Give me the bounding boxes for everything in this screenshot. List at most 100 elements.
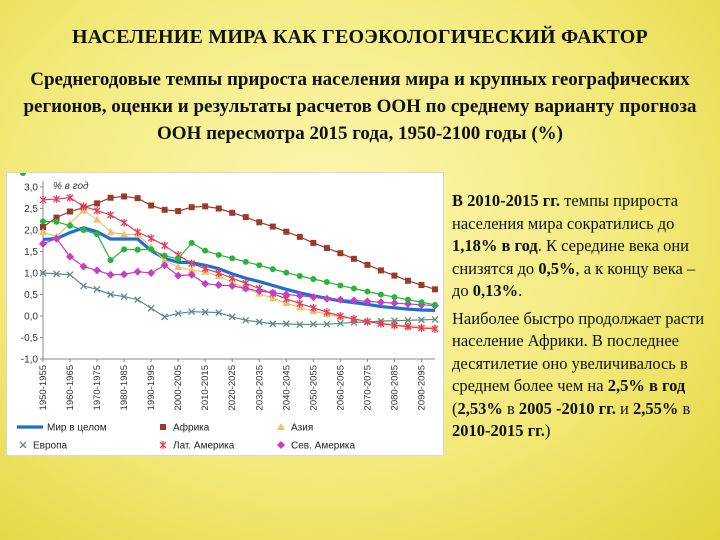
- data-point: [174, 262, 183, 270]
- data-point: [350, 255, 357, 262]
- data-point: [80, 282, 88, 290]
- text-period: В 2010-2015 гг.: [452, 191, 560, 210]
- series-мир-в-целом: [42, 226, 436, 313]
- text-africa-rate: 2,5% в год: [607, 376, 686, 395]
- data-point: [107, 194, 114, 201]
- y-tick-label: 3,0: [24, 183, 38, 194]
- series-африка: [40, 193, 438, 293]
- y-tick-label: 1,5: [24, 247, 38, 258]
- commentary-paragraph-1: В 2010-2015 гг. темпы прироста населения…: [452, 190, 714, 303]
- data-point: [201, 279, 210, 288]
- data-point: [337, 250, 344, 257]
- text-fragment: в: [502, 398, 519, 418]
- text-fragment: (: [452, 398, 458, 418]
- data-point: [39, 239, 47, 248]
- legend-swatch: [277, 441, 285, 449]
- data-point: [107, 291, 115, 298]
- data-point: [134, 195, 141, 202]
- data-point: [350, 285, 357, 292]
- data-point: [391, 272, 398, 279]
- text-fragment: в: [678, 398, 691, 418]
- data-point: [296, 321, 304, 329]
- data-point: [53, 195, 60, 204]
- data-point: [214, 281, 223, 290]
- data-point: [310, 239, 317, 246]
- data-point: [106, 270, 115, 279]
- data-point: [404, 316, 412, 324]
- data-point: [432, 286, 438, 293]
- data-point: [160, 261, 169, 270]
- data-point: [66, 252, 75, 261]
- data-point: [337, 282, 344, 289]
- data-point: [363, 297, 372, 306]
- data-point: [93, 285, 101, 293]
- data-point: [242, 258, 249, 265]
- text-rate-2005: 2,53%: [457, 398, 503, 418]
- data-point: [255, 287, 264, 296]
- x-tick-label: 2040-2045: [281, 365, 292, 410]
- data-point: [403, 299, 412, 308]
- data-point: [432, 301, 438, 308]
- data-point: [323, 279, 330, 286]
- data-point: [363, 317, 371, 326]
- data-point: [120, 230, 129, 238]
- data-point: [188, 204, 195, 211]
- data-point: [404, 296, 411, 303]
- series-line: [42, 197, 436, 330]
- data-point: [310, 276, 317, 283]
- data-point: [93, 215, 102, 223]
- data-point: [323, 245, 330, 252]
- data-point: [40, 223, 46, 230]
- data-point: [93, 206, 101, 215]
- legend-item: Лат. Америка: [159, 441, 235, 452]
- text-fragment: . К середине века они снизятся до: [452, 236, 689, 278]
- data-point: [40, 218, 46, 225]
- data-point: [147, 234, 155, 243]
- data-point: [39, 269, 47, 277]
- x-tick-label: 1960-1965: [65, 365, 76, 410]
- data-point: [161, 313, 169, 321]
- data-point: [418, 324, 425, 333]
- y-tick-label: -0,5: [21, 333, 39, 344]
- data-point: [296, 299, 304, 308]
- x-tick-label: 2080-2085: [389, 365, 400, 410]
- data-point: [39, 195, 47, 204]
- data-point: [376, 298, 385, 307]
- legend-item: Сев. Америка: [277, 441, 356, 452]
- x-tick-label: 2060-2065: [335, 365, 346, 410]
- data-point: [134, 228, 142, 237]
- data-point: [323, 320, 331, 328]
- legend-label: Африка: [173, 422, 210, 434]
- x-tick-label: 2000-2005: [173, 365, 184, 410]
- series-европа: [39, 269, 439, 329]
- data-point: [242, 316, 250, 324]
- data-point: [52, 234, 61, 243]
- data-point: [188, 259, 196, 268]
- text-period-2005: 2005 -2010 гг.: [518, 398, 616, 418]
- data-point: [241, 284, 250, 293]
- data-point: [418, 282, 425, 289]
- data-point: [228, 274, 236, 283]
- data-point: [283, 228, 290, 235]
- legend-swatch: [160, 424, 166, 430]
- y-tick-label: 0,5: [24, 290, 38, 301]
- chart-panel: 3,0 2,5 2,0 1,5 1,0 0,5 0,0 -0,5 -1,0 % в год 1950…: [6, 172, 444, 456]
- data-point: [377, 267, 384, 274]
- data-point: [67, 208, 74, 215]
- page-title: НАСЕЛЕНИЕ МИРА КАК ГЕОЭКОЛОГИЧЕСКИЙ ФАКТ…: [72, 26, 648, 48]
- data-point: [161, 206, 168, 213]
- data-point: [93, 266, 102, 275]
- data-point: [377, 319, 385, 328]
- x-tick-label: 2090-2095: [416, 365, 427, 410]
- legend-label: Европа: [33, 441, 68, 452]
- text-rate-2010: 2,55%: [633, 398, 679, 418]
- data-point: [323, 308, 331, 317]
- data-point: [80, 227, 87, 233]
- data-point: [229, 255, 236, 262]
- commentary-paragraph-2: Наиболее быстро продолжает расти населен…: [452, 308, 714, 443]
- data-point: [161, 252, 168, 259]
- data-point: [66, 271, 74, 279]
- data-point: [309, 303, 317, 312]
- legend-swatch: [19, 441, 27, 449]
- text-period-2010: 2010-2015 гг.: [452, 421, 545, 440]
